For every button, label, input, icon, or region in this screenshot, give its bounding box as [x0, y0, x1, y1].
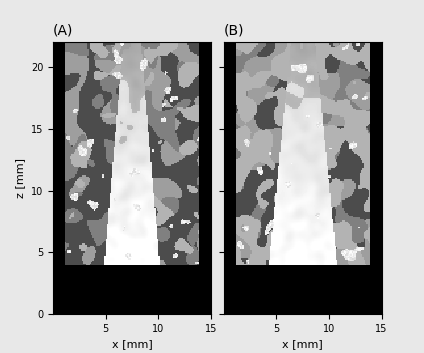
X-axis label: x [mm]: x [mm] — [282, 340, 323, 349]
Text: (B): (B) — [223, 23, 244, 37]
Text: (A): (A) — [53, 23, 73, 37]
Y-axis label: z [mm]: z [mm] — [15, 158, 25, 198]
X-axis label: x [mm]: x [mm] — [112, 340, 152, 349]
